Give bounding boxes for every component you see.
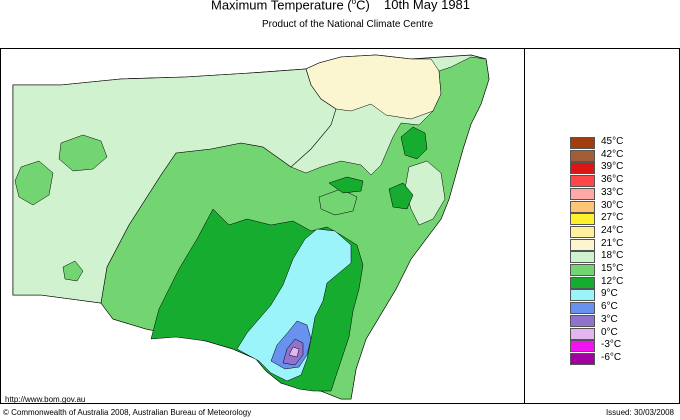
legend-label: 0°C xyxy=(601,326,618,338)
legend-label: 9°C xyxy=(601,288,618,300)
legend-label: 6°C xyxy=(601,301,618,313)
zone-12-15-east xyxy=(388,182,414,210)
source-url[interactable]: http://www.bom.gov.au xyxy=(5,395,86,404)
legend-label: -6°C xyxy=(601,351,622,363)
map-title: Maximum Temperature (oC) xyxy=(211,0,370,13)
zone-15-18-island-2 xyxy=(58,134,108,172)
zone-15-18-island-1 xyxy=(14,160,54,206)
zone-9-12 xyxy=(236,228,352,382)
legend-swatch xyxy=(570,225,595,238)
zone-18-21-west xyxy=(12,68,337,304)
legend-swatch xyxy=(570,276,595,289)
legend-swatch xyxy=(570,302,595,315)
legend-swatch xyxy=(570,137,595,149)
nsw-temperature-map xyxy=(12,54,490,400)
legend-label: -3°C xyxy=(601,339,622,351)
legend-swatch xyxy=(570,187,595,200)
legend-swatch xyxy=(570,251,595,264)
map-date: 10th May 1981 xyxy=(384,0,471,12)
legend-swatch xyxy=(570,314,595,327)
legend-swatch xyxy=(570,175,595,188)
legend-label: 39°C xyxy=(601,161,624,173)
legend-panel: 45°C 42°C 39°C 36°C 33°C 30°C 27°C 24°C 21°C 18°C… xyxy=(525,48,680,404)
legend-swatch xyxy=(570,264,595,276)
legend-swatch xyxy=(570,213,595,226)
legend-swatch xyxy=(570,289,595,302)
legend-label: 36°C xyxy=(601,174,624,186)
legend-swatch xyxy=(570,352,595,365)
legend-label: 42°C xyxy=(601,148,624,160)
legend-label: 27°C xyxy=(601,212,624,224)
map-subtitle: Product of the National Climate Centre xyxy=(262,19,434,30)
legend-label: 18°C xyxy=(601,250,624,262)
zone-15-18-island-3 xyxy=(62,260,84,282)
zone-12-15-mid xyxy=(328,176,364,194)
legend-swatch xyxy=(570,327,595,340)
legend-swatch xyxy=(570,200,595,213)
legend-label: 45°C xyxy=(601,136,624,147)
map-panel xyxy=(0,48,525,404)
legend-label: 3°C xyxy=(601,313,618,325)
zone-12-15-north xyxy=(400,126,428,160)
header: Maximum Temperature (oC) 10th May 1981 xyxy=(0,0,680,15)
legend-swatch xyxy=(570,238,595,251)
legend-label: 15°C xyxy=(601,263,624,274)
legend-label: 21°C xyxy=(601,237,624,249)
issued-date: Issued: 30/03/2008 xyxy=(605,408,674,417)
zone-0-3 xyxy=(288,346,300,358)
legend-swatch xyxy=(570,149,595,162)
legend-label: 12°C xyxy=(601,275,624,287)
legend-label: 24°C xyxy=(601,224,624,236)
legend-label: 33°C xyxy=(601,186,624,198)
copyright-notice: © Commonwealth of Australia 2008, Austra… xyxy=(3,408,252,417)
legend-swatch xyxy=(570,162,595,175)
legend-swatch xyxy=(570,340,595,353)
legend-label: 30°C xyxy=(601,199,624,211)
